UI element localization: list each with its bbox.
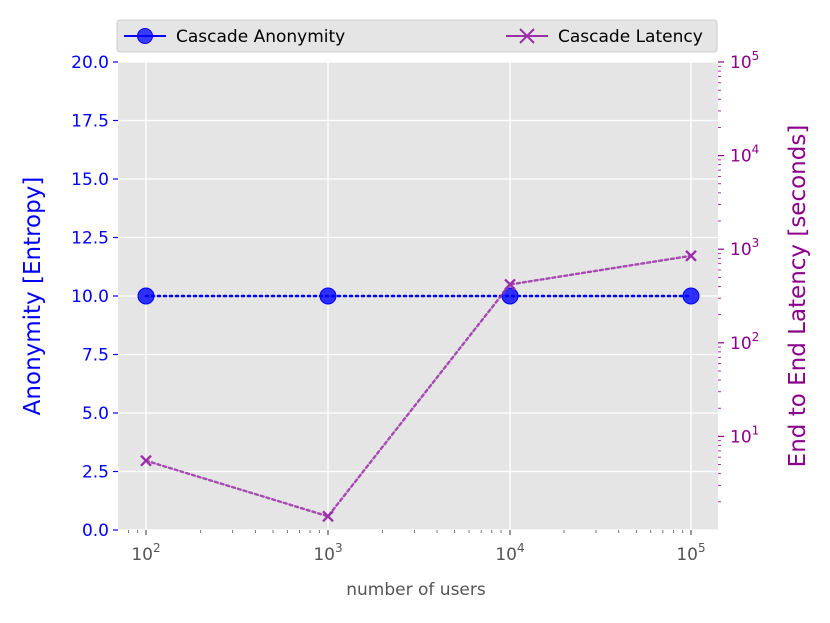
y-right-tick-label: 101 bbox=[730, 423, 759, 447]
y-left-tick-label: 17.5 bbox=[71, 112, 109, 132]
x-tick-label: 102 bbox=[131, 541, 160, 565]
x-tick-label: 104 bbox=[495, 541, 524, 565]
legend-label-anonymity: Cascade Anonymity bbox=[176, 27, 345, 47]
x-tick-label: 103 bbox=[313, 541, 342, 565]
marker-x-stroke bbox=[322, 510, 334, 523]
y-axis-left-label: Anonymity [Entropy] bbox=[20, 177, 46, 416]
marker-x-stroke bbox=[140, 454, 152, 467]
y-right-tick-label: 104 bbox=[730, 143, 759, 167]
data-point-latency bbox=[685, 249, 697, 262]
series-line-1 bbox=[144, 254, 693, 518]
y-left-tick-label: 7.5 bbox=[82, 346, 109, 366]
legend-marker-latency bbox=[519, 28, 535, 44]
y-right-tick-label: 102 bbox=[730, 330, 759, 354]
y-left-tick-label: 15.0 bbox=[71, 170, 109, 190]
legend-box bbox=[116, 19, 718, 53]
y-axis-right-label: End to End Latency [seconds] bbox=[785, 125, 811, 468]
x-tick-label: 105 bbox=[676, 541, 705, 565]
data-point-anonymity bbox=[137, 287, 155, 305]
data-point-anonymity bbox=[319, 287, 337, 305]
series-layer bbox=[137, 249, 700, 523]
y-left-tick-label: 10.0 bbox=[71, 287, 109, 307]
x-axis: 102 103 104 105 bbox=[127, 530, 706, 565]
x-axis-label: number of users bbox=[346, 580, 486, 600]
marker-x-stroke bbox=[504, 278, 516, 291]
data-point-latency bbox=[504, 278, 516, 291]
y-left-tick-label: 20.0 bbox=[71, 53, 109, 73]
y-axis-right: 101 102 103 104 105 bbox=[718, 49, 759, 503]
legend: Cascade Anonymity Cascade Latency bbox=[116, 19, 718, 53]
data-point-anonymity bbox=[682, 287, 700, 305]
marker-x-stroke bbox=[685, 249, 697, 262]
y-right-tick-label: 105 bbox=[730, 49, 759, 73]
y-right-tick-label: 103 bbox=[730, 236, 759, 260]
y-left-tick-label: 0.0 bbox=[82, 521, 109, 541]
data-point-latency bbox=[322, 510, 334, 523]
y-axis-left: 0.0 2.5 5.0 7.5 10.0 12.5 15.0 17.5 20.0 bbox=[71, 53, 118, 541]
y-left-tick-label: 2.5 bbox=[82, 463, 109, 483]
data-point-latency bbox=[140, 454, 152, 467]
y-left-tick-label: 12.5 bbox=[71, 229, 109, 249]
y-left-tick-label: 5.0 bbox=[82, 404, 109, 424]
legend-marker-anonymity bbox=[137, 28, 153, 44]
legend-label-latency: Cascade Latency bbox=[558, 27, 703, 47]
